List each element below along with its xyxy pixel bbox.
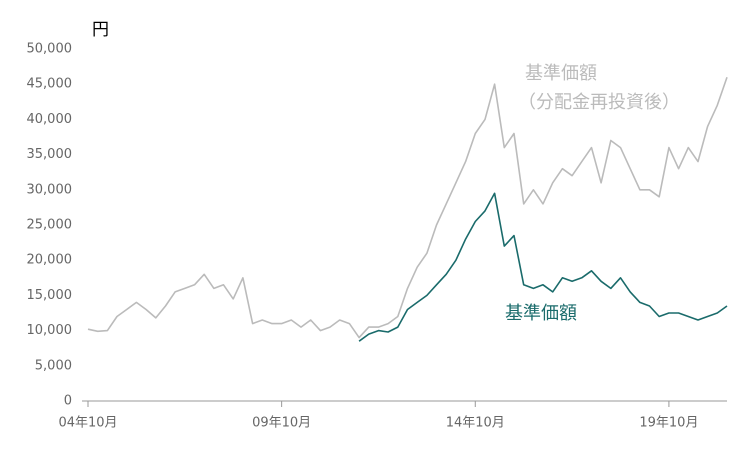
series-label: 基準価額: [505, 303, 577, 324]
x-tick-label: 09年10月: [252, 416, 311, 431]
y-tick-label: 40,000: [27, 112, 73, 127]
y-tick-label: 20,000: [27, 253, 73, 268]
y-tick-label: 5,000: [35, 358, 72, 373]
x-tick-label: 14年10月: [446, 416, 505, 431]
y-tick-label: 10,000: [27, 323, 73, 338]
y-tick-label: 30,000: [27, 182, 73, 197]
y-axis-label: 円: [92, 20, 109, 40]
y-tick-label: 50,000: [27, 42, 73, 57]
series-line: [87, 76, 728, 339]
series-line: [358, 192, 728, 342]
series-label: 基準価額: [525, 63, 597, 84]
series-note: （分配金再投資後）: [518, 92, 680, 113]
y-tick-label: 25,000: [27, 218, 73, 233]
y-tick-label: 35,000: [27, 147, 73, 162]
x-tick-label: 19年10月: [639, 416, 698, 431]
x-tick-label: 04年10月: [58, 416, 117, 431]
y-tick-label: 15,000: [27, 288, 73, 303]
y-tick-label: 0: [64, 394, 72, 409]
y-tick-label: 45,000: [27, 77, 73, 92]
